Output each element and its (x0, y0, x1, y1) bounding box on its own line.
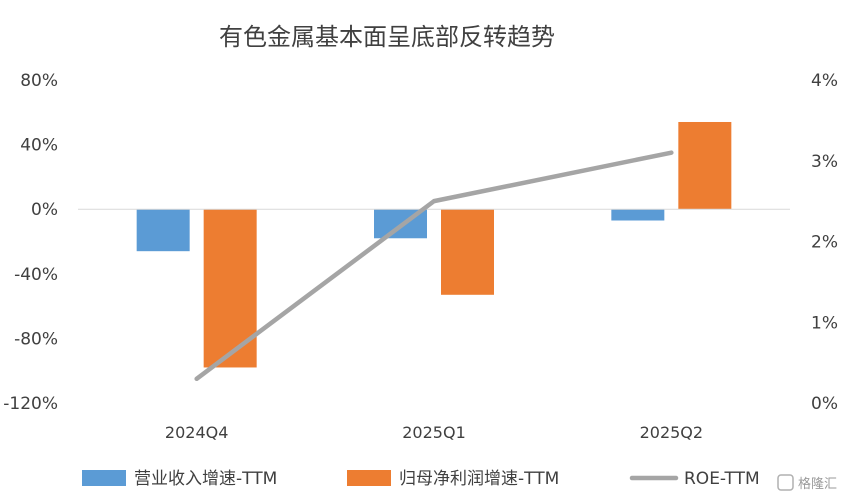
left-tick-label: -40% (14, 265, 58, 285)
left-tick-label: 0% (31, 200, 58, 220)
bar-revenue-2024Q4 (136, 209, 190, 252)
right-tick-label: 2% (811, 233, 838, 253)
right-axis: 4% 3% 2% 1% 0% (811, 71, 838, 414)
legend-swatch-1 (347, 470, 391, 486)
left-tick-label: 40% (20, 136, 58, 156)
chart-title: 有色金属基本面呈底部反转趋势 (219, 23, 555, 51)
left-tick-label: -120% (3, 394, 58, 414)
bar-profit-2025Q2 (678, 121, 732, 210)
bar-revenue-2025Q2 (611, 209, 665, 221)
bar-profit-2024Q4 (203, 209, 257, 368)
right-tick-label: 3% (811, 152, 838, 172)
category-axis: 2024Q4 2025Q1 2025Q2 (165, 423, 703, 442)
line-roe-series (194, 150, 674, 382)
category-label: 2025Q2 (640, 423, 704, 442)
bar-profit-2025Q1 (441, 209, 494, 295)
left-axis: 80% 40% 0% -40% -80% -120% (3, 71, 58, 414)
right-tick-label: 1% (811, 313, 838, 333)
legend-swatch-0 (82, 470, 126, 486)
line-layer (194, 150, 674, 382)
category-label: 2024Q4 (165, 423, 229, 442)
legend-label-2: ROE-TTM (684, 469, 760, 489)
right-tick-label: 4% (811, 71, 838, 91)
legend-label-0: 营业收入增速-TTM (134, 469, 277, 489)
right-tick-label: 0% (811, 394, 838, 414)
left-tick-label: 80% (20, 71, 58, 91)
legend-label-1: 归母净利润增速-TTM (399, 469, 559, 489)
watermark-logo-icon (777, 474, 794, 491)
left-tick-label: -80% (14, 329, 58, 349)
legend: 营业收入增速-TTM 归母净利润增速-TTM ROE-TTM (82, 469, 760, 489)
watermark: 格隆汇 (777, 474, 837, 492)
watermark-text: 格隆汇 (798, 476, 837, 492)
category-label: 2025Q1 (402, 423, 466, 442)
